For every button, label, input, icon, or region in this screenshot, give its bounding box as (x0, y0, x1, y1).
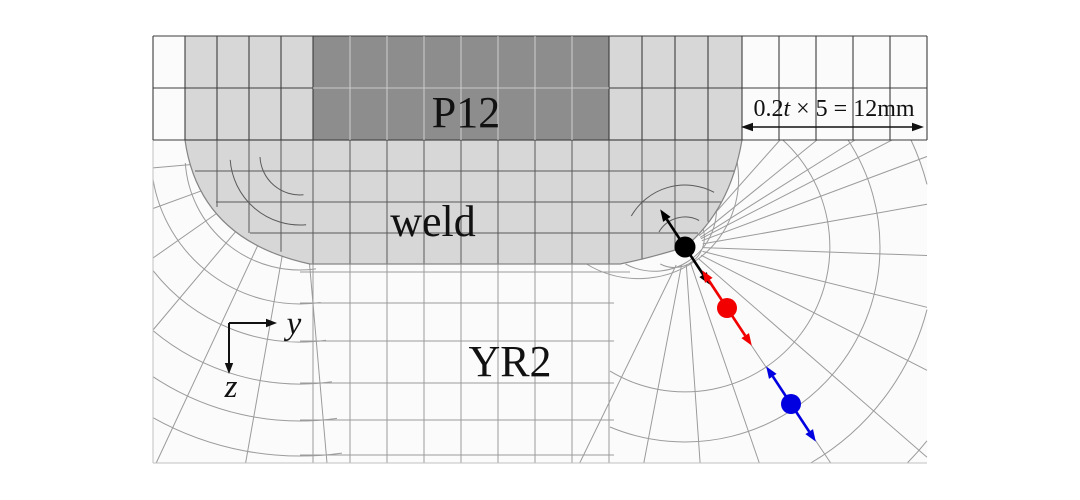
probe-red-dot (717, 298, 737, 318)
probe-black-arrowhead-up (660, 209, 671, 222)
weld-horizontals (195, 170, 734, 234)
left-fan-arcs (152, 162, 342, 457)
probe-blue-dot (781, 394, 801, 414)
weld-mesh (195, 140, 734, 264)
z-axis-label: z (224, 369, 238, 405)
probe-red-arrowhead-down (741, 333, 752, 346)
dimension-arrowhead-right (912, 122, 924, 132)
mesh-outer-edges (152, 140, 927, 464)
p12-label: P12 (432, 88, 500, 137)
z-axis-arrowhead (224, 363, 234, 374)
p12-internal-lines (313, 36, 609, 140)
top-band-mesh (152, 35, 928, 141)
probe-black-dot (674, 236, 696, 258)
axis-indicator: y z (224, 306, 302, 405)
yr2-label: YR2 (468, 337, 551, 386)
probe-blue-arrowhead-down (805, 429, 816, 442)
dimension-arrowhead-left (741, 122, 753, 132)
probe-red (702, 270, 752, 346)
probe-blue (766, 366, 816, 442)
dimension-annotation: 0.2t × 5 = 12mm (741, 96, 924, 132)
weld-outline (184, 139, 743, 265)
y-axis-arrowhead (266, 318, 277, 328)
probe-blue-arrowhead-up (766, 366, 777, 379)
weld-corner-arcs (229, 156, 715, 233)
weld-label: weld (390, 197, 476, 246)
axis-lines (228, 322, 268, 365)
y-axis-label: y (284, 306, 302, 342)
probe-red-arrowhead-up (702, 270, 713, 283)
left-fan-radials (152, 163, 328, 464)
dimension-label: 0.2t × 5 = 12mm (753, 96, 914, 122)
under-weld-grid (300, 264, 630, 463)
